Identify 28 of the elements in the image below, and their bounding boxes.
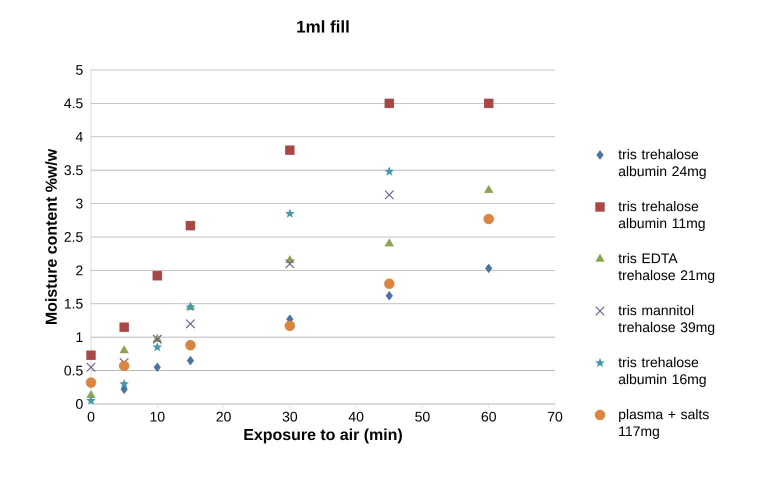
legend-label: tris EDTA trehalose 21mg (618, 253, 714, 283)
x-tick-label: 60 (482, 412, 496, 422)
y-tick-label: 3 (76, 198, 83, 209)
x-tick-label: 0 (88, 412, 94, 422)
legend-label: plasma + salts 117mg (619, 409, 709, 439)
chart-title: 1ml fill (297, 20, 349, 32)
y-tick-label: 1 (76, 332, 83, 342)
legend-label: tris trehalose albumin 24mg (618, 149, 706, 179)
x-tick-label: 20 (216, 412, 231, 422)
y-tick-label: 4 (76, 132, 83, 142)
y-tick-label: 0.5 (64, 366, 83, 376)
y-tick-label: 0 (76, 399, 83, 409)
x-axis-title: Exposure to air (min) (244, 428, 402, 444)
x-tick-label: 50 (415, 412, 430, 422)
y-axis-title: Moisture content %w/w (45, 148, 57, 324)
legend-label: tris trehalose albumin 11mg (618, 201, 705, 231)
x-tick-label: 30 (282, 412, 298, 422)
y-tick-label: 2 (76, 266, 83, 276)
x-tick-label: 70 (548, 412, 562, 422)
x-tick-label: 10 (150, 412, 165, 422)
y-tick-label: 2.5 (64, 232, 83, 242)
y-tick-label: 5 (76, 65, 83, 75)
y-tick-label: 3.5 (64, 165, 83, 176)
x-tick-label: 40 (348, 412, 364, 422)
legend-label: tris mannitol trehalose 39mg (618, 305, 714, 335)
legend-label: tris trehalose albumin 16mg (618, 357, 706, 387)
y-tick-label: 4.5 (64, 98, 83, 108)
y-tick-label: 1.5 (64, 298, 83, 309)
